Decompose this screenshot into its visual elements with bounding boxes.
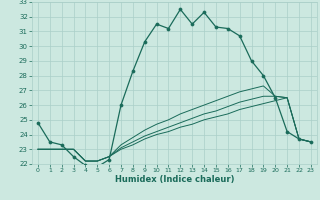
X-axis label: Humidex (Indice chaleur): Humidex (Indice chaleur) bbox=[115, 175, 234, 184]
